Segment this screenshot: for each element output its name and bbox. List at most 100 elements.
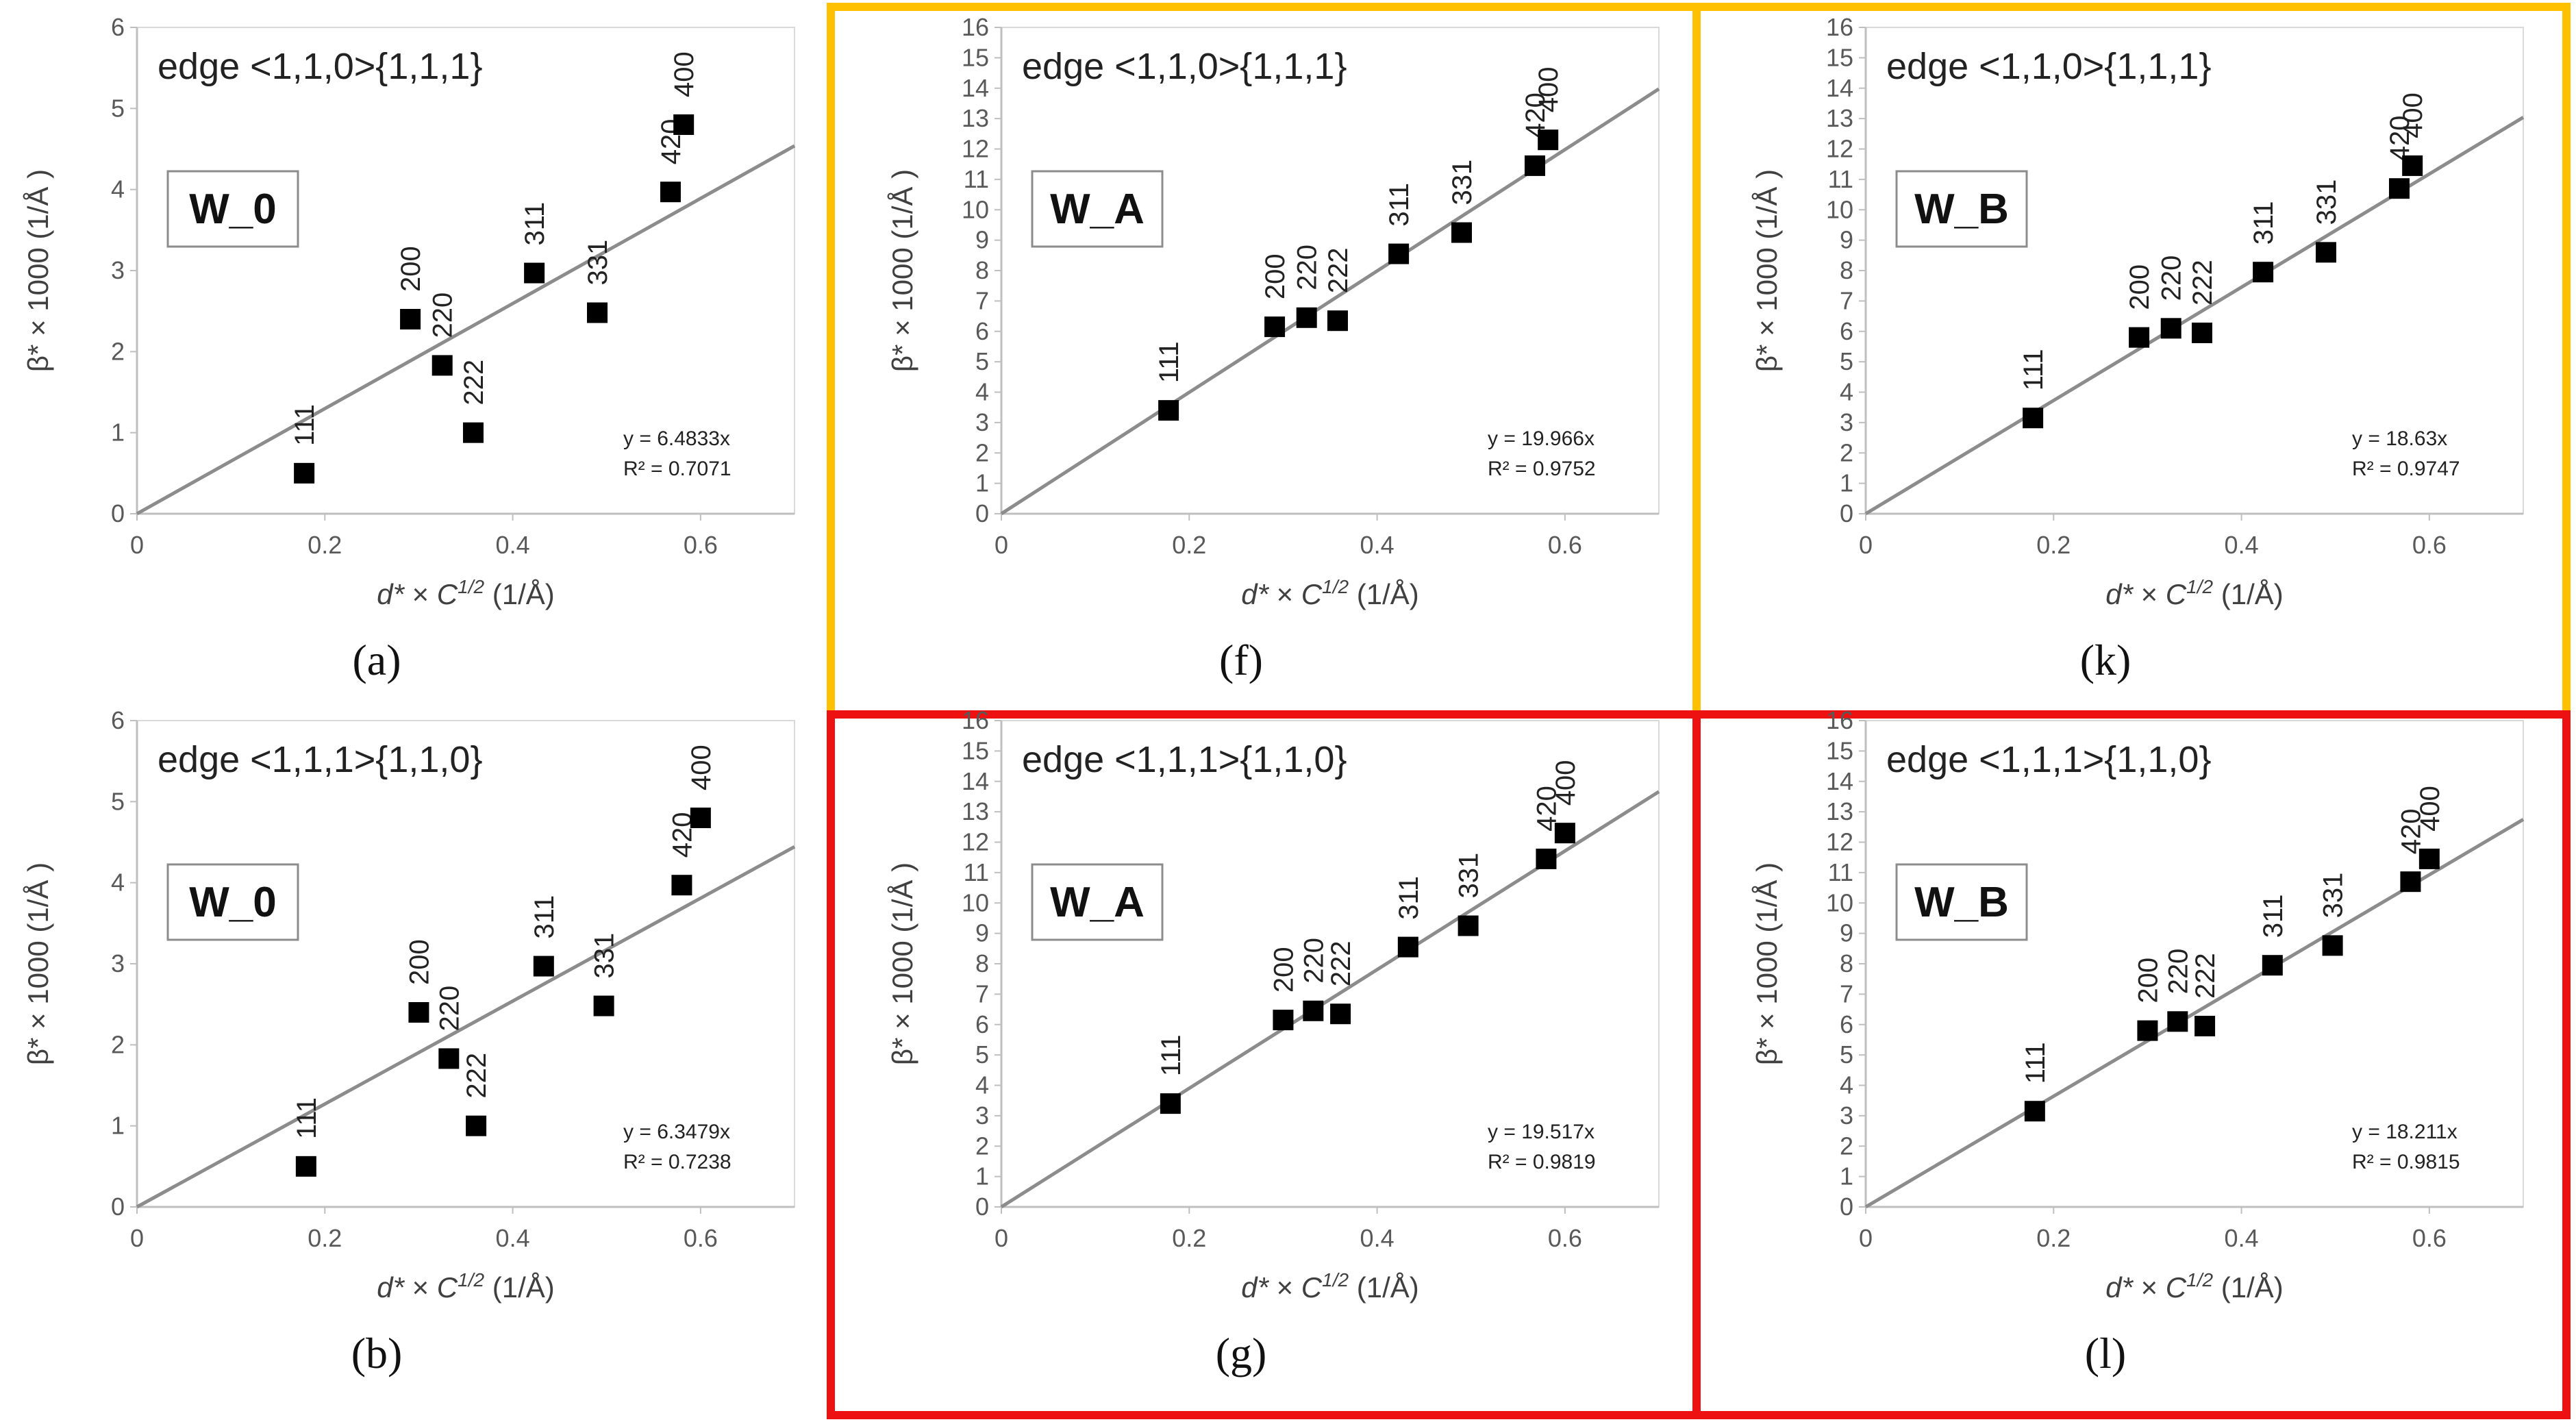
chart-title: edge <1,1,0>{1,1,1}	[158, 46, 482, 87]
data-point-label: 311	[2258, 894, 2288, 938]
x-tick-label: 0.6	[2412, 531, 2447, 559]
sample-label-box	[166, 863, 299, 941]
data-point-label: 111	[290, 404, 320, 446]
x-axis-label-part: ×	[404, 578, 437, 610]
sample-label-box	[1895, 170, 2028, 248]
y-tick-label: 15	[962, 736, 989, 764]
x-axis-label-part: 1/2	[458, 1269, 484, 1290]
data-point	[2023, 408, 2044, 429]
y-tick-label: 2	[111, 337, 125, 365]
x-axis-label-part: d*	[377, 578, 405, 610]
panel-caption: (a)	[352, 636, 401, 684]
y-tick-label: 5	[111, 787, 125, 815]
y-tick-label: 10	[962, 195, 989, 223]
data-point-label: 200	[396, 246, 426, 292]
data-point	[1451, 222, 1472, 243]
data-point	[438, 1048, 460, 1069]
y-tick-label: 16	[1826, 13, 1853, 41]
data-point-label: 111	[2021, 1042, 2051, 1084]
y-tick-label: 8	[1840, 949, 1853, 977]
y-tick-label: 1	[1840, 469, 1853, 497]
sample-label-box	[1895, 863, 2028, 941]
x-axis-label-part: C	[2166, 578, 2187, 610]
data-point-label: 400	[686, 745, 716, 790]
y-tick-label: 10	[1826, 195, 1853, 223]
chart-panel: 0 1 2 3 4 5 6 0 0.2 0.4 0.6 d* × C1/2 (1/Å) β* × 100…	[22, 706, 796, 1377]
data-point	[1264, 316, 1286, 338]
x-tick-label: 0.2	[1172, 1224, 1206, 1252]
data-point	[1296, 307, 1317, 328]
x-axis-label-part: 1/2	[458, 576, 484, 597]
y-tick-label: 9	[1840, 919, 1853, 947]
y-tick-label: 10	[1826, 888, 1853, 916]
y-axis-label: β* × 1000 (1/Å )	[886, 169, 918, 372]
data-point-label: 222	[2190, 953, 2221, 999]
y-tick-label: 2	[975, 438, 989, 466]
x-tick-label: 0.4	[2225, 1224, 2259, 1252]
data-point	[524, 262, 545, 284]
x-tick-label: 0	[130, 1224, 144, 1252]
y-tick-label: 12	[962, 828, 989, 856]
y-tick-label: 0	[111, 1193, 125, 1221]
data-point	[2322, 935, 2343, 956]
x-axis-label-part: (1/Å)	[484, 1271, 555, 1304]
x-tick-label: 0.4	[496, 1224, 530, 1252]
data-point-label: 220	[428, 292, 458, 338]
data-point	[1458, 915, 1479, 936]
x-axis-label-part: (1/Å)	[2213, 1271, 2284, 1304]
data-point-label: 200	[2125, 264, 2155, 310]
data-point-label: 311	[1394, 876, 1424, 920]
y-tick-label: 4	[111, 175, 125, 203]
trendline	[1864, 116, 2525, 516]
y-tick-label: 1	[975, 469, 989, 497]
y-axis-label: β* × 1000 (1/Å )	[1751, 862, 1783, 1065]
r-squared: R² = 0.7238	[623, 1151, 731, 1173]
y-tick-label: 3	[975, 408, 989, 436]
data-point	[2262, 955, 2283, 976]
x-tick-label: 0.6	[2412, 1224, 2447, 1252]
y-tick-label: 4	[975, 1071, 989, 1099]
y-tick-label: 11	[1828, 858, 1853, 886]
y-tick-label: 7	[975, 980, 989, 1008]
data-point	[295, 1156, 316, 1177]
x-tick-label: 0.2	[2036, 531, 2071, 559]
x-tick-label: 0	[1859, 531, 1873, 559]
r-squared: R² = 0.9752	[1488, 458, 1596, 480]
r-squared: R² = 0.9747	[2352, 458, 2460, 480]
data-point-label: 311	[1384, 183, 1414, 227]
x-axis-label-part: (1/Å)	[484, 578, 555, 610]
data-point	[432, 355, 453, 376]
x-axis-label-part: ×	[1268, 1271, 1301, 1304]
r-squared: R² = 0.9819	[1488, 1151, 1596, 1173]
data-point-label: 200	[1260, 253, 1290, 299]
sample-label-box	[166, 170, 299, 248]
data-point	[1524, 155, 1545, 176]
y-tick-label: 15	[1826, 736, 1853, 764]
chart-title: edge <1,1,1>{1,1,0}	[1022, 739, 1347, 780]
data-point-label: 220	[1292, 245, 1323, 290]
x-axis-label-part: d*	[1241, 578, 1269, 610]
data-point-label: 111	[292, 1097, 322, 1139]
y-tick-label: 7	[1840, 980, 1853, 1008]
y-tick-label: 14	[1826, 74, 1853, 102]
panel-caption: (b)	[351, 1329, 403, 1377]
trendline-equation: y = 18.211x	[2352, 1121, 2458, 1143]
data-point	[587, 302, 608, 323]
y-tick-label: 2	[975, 1132, 989, 1160]
panel-caption: (k)	[2080, 636, 2131, 684]
trendline	[1000, 790, 1660, 1209]
y-tick-label: 16	[962, 706, 989, 734]
x-axis-label-part: 1/2	[2186, 1269, 2213, 1290]
x-tick-label: 0.2	[308, 1224, 342, 1252]
data-point-label: 311	[2249, 201, 2279, 245]
y-tick-label: 1	[111, 419, 125, 447]
x-tick-label: 0	[995, 1224, 1008, 1252]
x-axis-label-part: (1/Å)	[2213, 578, 2284, 610]
y-tick-label: 7	[1840, 286, 1853, 314]
data-point-label: 222	[459, 360, 489, 406]
data-point-label: 331	[1454, 853, 1484, 899]
y-tick-label: 11	[964, 165, 989, 193]
